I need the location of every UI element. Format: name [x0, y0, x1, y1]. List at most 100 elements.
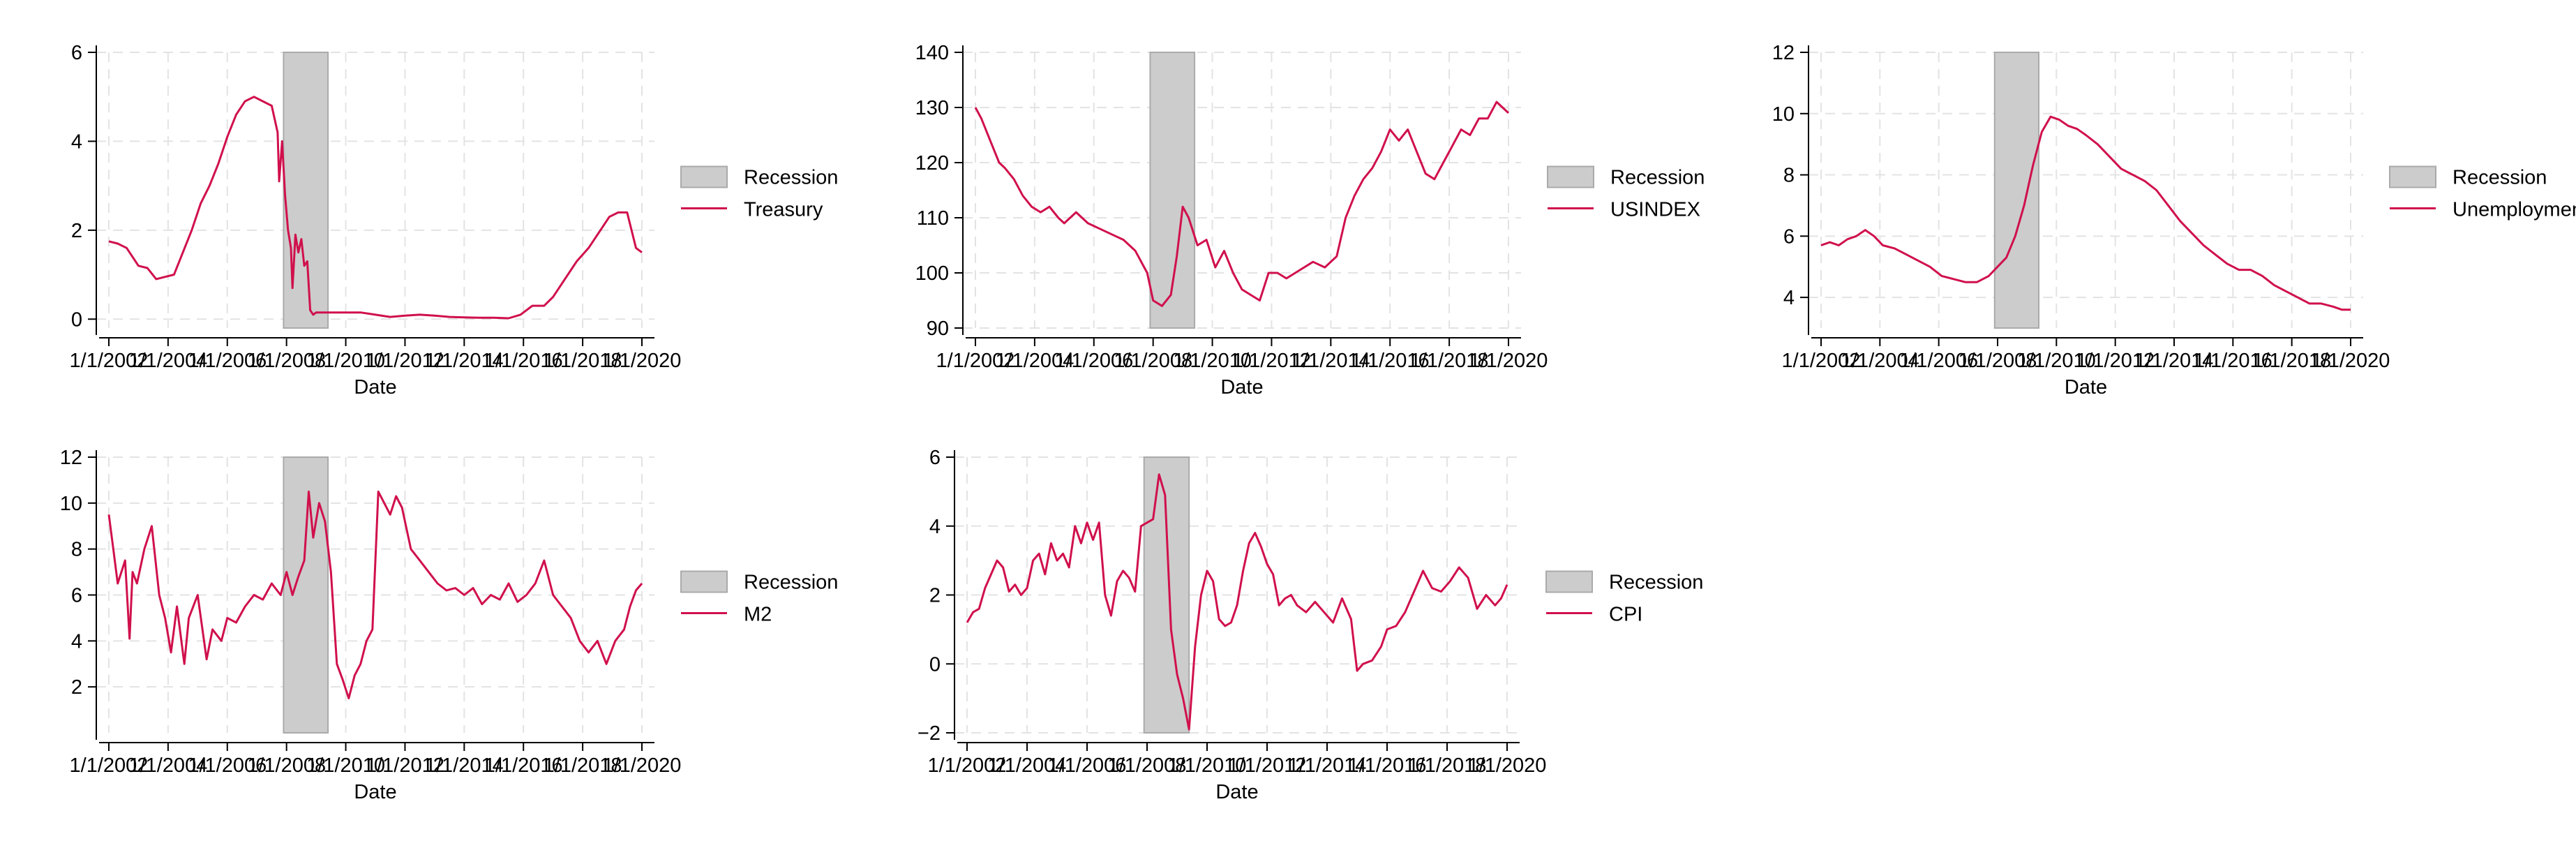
legend-label-series: CPI: [1609, 604, 1642, 626]
x-tick-label: 1/1/2012: [1232, 350, 1311, 372]
y-tick-label: 8: [1783, 165, 1795, 187]
recession-band: [1143, 456, 1190, 734]
y-tick-label: 6: [71, 42, 82, 64]
x-tick-label: 1/1/2014: [425, 754, 504, 777]
x-tick-label: 1/1/2016: [484, 350, 563, 372]
y-tick-label: 140: [915, 42, 949, 64]
y-tick-label: 0: [929, 653, 941, 676]
legend-label-series: Unemployment: [2453, 199, 2576, 221]
x-tick-label: 1/1/2002: [1782, 350, 1861, 372]
x-tick-label: 1/1/2018: [544, 350, 622, 372]
y-tick-label: 110: [917, 207, 949, 230]
x-tick-label: 1/1/2020: [603, 754, 682, 777]
y-tick-label: 12: [1772, 42, 1795, 64]
legend-label-recession: Recession: [744, 167, 838, 189]
x-tick-label: 1/1/2008: [247, 350, 326, 372]
y-tick-label: 90: [927, 318, 949, 340]
y-tick-label: 2: [71, 220, 82, 242]
x-tick-label: 1/1/2006: [1054, 350, 1133, 372]
x-tick-label: 1/1/2018: [544, 754, 622, 777]
legend-label-series: USINDEX: [1610, 199, 1700, 221]
x-axis-title: Date: [354, 781, 396, 803]
y-tick-label: 4: [71, 131, 82, 153]
x-tick-label: 1/1/2006: [1048, 754, 1127, 777]
y-tick-label: 6: [929, 447, 941, 469]
chart-panel-3: 46810121/1/20021/1/20041/1/20061/1/20081…: [1772, 42, 2576, 399]
x-tick-label: 1/1/2004: [1841, 350, 1919, 372]
x-axis-title: Date: [1215, 781, 1258, 803]
y-tick-label: 12: [60, 447, 82, 469]
recession-band: [1993, 52, 2040, 329]
x-tick-label: 1/1/2008: [1114, 350, 1192, 372]
y-tick-label: 4: [1783, 287, 1795, 309]
y-tick-label: 8: [71, 539, 82, 561]
y-tick-label: 130: [915, 97, 949, 119]
x-tick-label: 1/1/2002: [70, 754, 149, 777]
x-tick-label: 1/1/2012: [366, 754, 444, 777]
x-tick-label: 1/1/2014: [2135, 350, 2214, 372]
legend-swatch-recession: [680, 570, 728, 593]
y-tick-label: 10: [1772, 103, 1795, 126]
x-tick-label: 1/1/2004: [128, 350, 207, 372]
x-tick-label: 1/1/2002: [928, 754, 1007, 777]
x-axis-title: Date: [2065, 376, 2107, 399]
recession-band: [283, 456, 329, 734]
x-tick-label: 1/1/2014: [1288, 754, 1367, 777]
x-tick-label: 1/1/2012: [366, 350, 444, 372]
x-tick-label: 1/1/2010: [1173, 350, 1252, 372]
x-tick-label: 1/1/2004: [128, 754, 207, 777]
x-tick-label: 1/1/2004: [995, 350, 1074, 372]
legend-label-recession: Recession: [744, 572, 838, 594]
y-tick-label: 100: [915, 262, 949, 285]
y-tick-label: 2: [929, 585, 941, 607]
x-tick-label: 1/1/2012: [1228, 754, 1307, 777]
x-tick-label: 1/1/2020: [603, 350, 682, 372]
x-tick-label: 1/1/2020: [2312, 350, 2390, 372]
x-tick-label: 1/1/2020: [1469, 350, 1548, 372]
x-tick-label: 1/1/2010: [306, 350, 385, 372]
legend-label-series: M2: [744, 604, 772, 626]
x-tick-label: 1/1/2012: [2076, 350, 2155, 372]
legend-label-recession: Recession: [1610, 167, 1705, 189]
x-tick-label: 1/1/2002: [70, 350, 149, 372]
legend-label-recession: Recession: [1609, 572, 1703, 594]
y-tick-label: 2: [71, 676, 82, 699]
x-tick-label: 1/1/2002: [936, 350, 1015, 372]
legend-swatch-recession: [2389, 165, 2436, 188]
y-tick-label: 6: [1783, 225, 1795, 248]
series-line-cpi: [966, 473, 1508, 731]
chart-panel-5: −202461/1/20021/1/20041/1/20061/1/20081/…: [918, 447, 1703, 803]
x-tick-label: 1/1/2016: [1351, 350, 1430, 372]
x-tick-label: 1/1/2006: [188, 754, 267, 777]
y-tick-label: 4: [929, 516, 941, 538]
x-tick-label: 1/1/2006: [188, 350, 267, 372]
chart-panel-2: 901001101201301401/1/20021/1/20041/1/200…: [915, 42, 1705, 399]
x-axis-title: Date: [354, 376, 396, 399]
x-tick-label: 1/1/2016: [1348, 754, 1427, 777]
x-tick-label: 1/1/2004: [988, 754, 1067, 777]
x-tick-label: 1/1/2014: [425, 350, 504, 372]
y-tick-label: 4: [71, 630, 82, 653]
series-line-m2: [107, 490, 643, 700]
x-tick-label: 1/1/2008: [247, 754, 326, 777]
x-tick-label: 1/1/2018: [1410, 350, 1489, 372]
x-tick-label: 1/1/2014: [1291, 350, 1370, 372]
legend-swatch-recession: [1545, 570, 1593, 593]
x-tick-label: 1/1/2010: [1168, 754, 1247, 777]
x-tick-label: 1/1/2008: [1108, 754, 1187, 777]
y-tick-label: 0: [71, 308, 82, 331]
x-tick-label: 1/1/2006: [1899, 350, 1978, 372]
y-tick-label: 6: [71, 585, 82, 607]
x-tick-label: 1/1/2020: [1468, 754, 1547, 777]
legend-swatch-recession: [1547, 165, 1594, 188]
chart-panel-1: 02461/1/20021/1/20041/1/20061/1/20081/1/…: [70, 42, 839, 399]
y-tick-label: 120: [915, 152, 949, 174]
x-tick-label: 1/1/2018: [2252, 350, 2331, 372]
x-tick-label: 1/1/2018: [1408, 754, 1487, 777]
legend-label-series: Treasury: [744, 199, 823, 221]
x-axis-title: Date: [1220, 376, 1263, 399]
series-line-usindex: [974, 101, 1510, 307]
y-tick-label: −2: [918, 722, 941, 745]
